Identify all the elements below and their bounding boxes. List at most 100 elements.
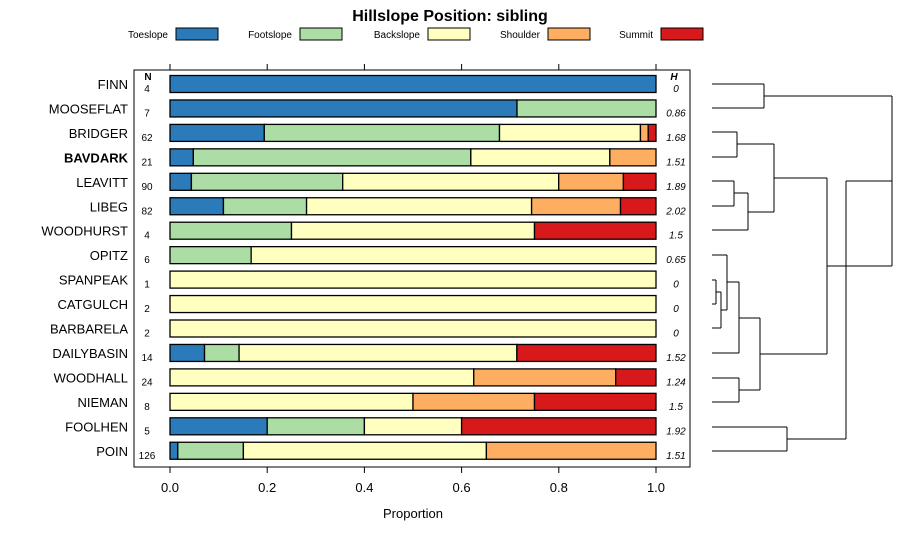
bar-segment-summit (460, 417, 657, 436)
row-n-value: 82 (141, 206, 153, 217)
legend-swatch-backslope (427, 27, 471, 41)
x-tick-label: 1.0 (647, 480, 665, 495)
row-n-value: 4 (144, 231, 150, 242)
row-dailybasin: DAILYBASIN 14 1.52 (52, 343, 686, 364)
bar-segment-backslope (169, 368, 475, 387)
x-tick-label: 0.0 (161, 480, 179, 495)
h-column-header: H (670, 72, 678, 83)
row-mooseflat: MOOSEFLAT 7 0.86 (49, 99, 686, 119)
row-barbarela: BARBARELA 2 0 (50, 319, 679, 340)
bar-segment-backslope (169, 270, 657, 289)
row-h-value: 0 (673, 84, 679, 95)
bar-segment-footslope (192, 148, 472, 167)
bar-segment-backslope (169, 294, 657, 314)
bar-segment-summit (622, 172, 657, 191)
dendrogram-branch (712, 83, 892, 109)
bar-segment-backslope (305, 197, 533, 216)
row-h-value: 0 (673, 304, 679, 315)
bar-segment-backslope (242, 441, 488, 460)
legend-label-toeslope: Toeslope (128, 30, 168, 41)
row-h-value: 1.92 (666, 426, 686, 437)
row-h-value: 1.68 (666, 133, 686, 144)
bar-segment-summit (533, 221, 657, 240)
legend-label-backslope: Backslope (374, 30, 421, 41)
dendrogram-branch (712, 181, 847, 452)
x-axis: 0.0 0.2 0.4 0.6 0.8 1.0 (161, 64, 665, 495)
bar-segment-footslope (222, 197, 308, 216)
row-h-value: 2.02 (665, 206, 686, 217)
row-n-value: 4 (144, 84, 150, 95)
bar-segment-shoulder (485, 441, 657, 460)
legend-swatch-shoulder (547, 27, 591, 41)
row-label: WOODHALL (54, 370, 128, 385)
legend-label-shoulder: Shoulder (500, 30, 541, 41)
bar-segment-toeslope (169, 441, 179, 460)
bar-segment-backslope (342, 172, 560, 191)
row-foolhen: FOOLHEN 5 1.92 (65, 417, 686, 437)
dendrogram-branch (712, 180, 748, 207)
bar-segment-toeslope (169, 123, 265, 143)
row-h-value: 1.89 (666, 182, 686, 193)
row-h-value: 0.65 (666, 255, 686, 266)
row-woodhall: WOODHALL 24 1.24 (54, 368, 686, 388)
dendrogram (712, 83, 893, 452)
dendrogram-branch (712, 144, 827, 231)
row-n-value: 126 (139, 451, 156, 462)
bar-segment-summit (619, 197, 657, 216)
bar-segment-summit (647, 123, 657, 143)
row-n-value: 24 (141, 377, 153, 388)
row-n-value: 7 (144, 108, 150, 119)
row-n-value: 14 (141, 353, 153, 364)
row-bridger: BRIDGER 62 1.68 (69, 123, 686, 144)
bar-segment-shoulder (473, 368, 617, 387)
row-label: NIEMAN (77, 395, 128, 410)
row-label: WOODHURST (41, 224, 128, 239)
row-n-value: 21 (141, 157, 153, 168)
x-tick-label: 0.2 (258, 480, 276, 495)
row-opitz: OPITZ 6 0.65 (90, 245, 686, 266)
row-label: SPANPEAK (59, 273, 128, 288)
legend-swatch-footslope (299, 27, 343, 41)
row-n-value: 6 (144, 255, 150, 266)
plot-frame (133, 69, 691, 468)
row-h-value: 1.52 (666, 353, 686, 364)
legend-swatch-summit (660, 27, 704, 41)
bar-segment-toeslope (169, 343, 206, 363)
row-label: LEAVITT (76, 175, 128, 190)
bar-segment-footslope (263, 123, 501, 143)
dendrogram-branch (826, 96, 893, 354)
row-label: BAVDARK (64, 150, 129, 165)
row-spanpeak: SPANPEAK 1 0 (59, 270, 679, 291)
bar-segment-summit (516, 343, 657, 363)
dendrogram-branch (712, 254, 739, 329)
row-h-value: 1.24 (666, 377, 686, 388)
bar-segment-backslope (290, 221, 536, 240)
bar-segment-backslope (238, 343, 518, 363)
row-label: FOOLHEN (65, 419, 128, 434)
bar-segment-toeslope (169, 417, 268, 436)
row-n-value: 1 (144, 280, 150, 291)
bar-segment-backslope (169, 319, 657, 338)
bar-segment-footslope (177, 441, 245, 460)
bar-segment-footslope (203, 343, 240, 363)
legend-label-summit: Summit (619, 30, 653, 41)
row-label: POIN (96, 444, 128, 459)
row-woodhurst: WOODHURST 4 1.5 (41, 221, 683, 242)
row-label: FINN (98, 77, 128, 92)
row-n-value: 90 (141, 182, 153, 193)
row-label: BARBARELA (50, 322, 128, 337)
bar-segment-backslope (363, 417, 463, 436)
row-h-value: 1.5 (669, 231, 683, 242)
x-axis-label: Proportion (383, 506, 443, 521)
dendrogram-branch (712, 131, 774, 158)
row-n-value: 2 (144, 304, 150, 315)
row-label: BRIDGER (69, 126, 128, 141)
bar-segment-backslope (250, 245, 657, 265)
chart-title: Hillslope Position: sibling (352, 8, 548, 25)
row-n-value: 62 (141, 133, 153, 144)
row-label: CATGULCH (57, 297, 128, 312)
row-label: LIBEG (90, 199, 128, 214)
bar-segment-toeslope (169, 148, 194, 167)
bar-segment-footslope (169, 221, 293, 240)
row-label: OPITZ (90, 248, 128, 263)
